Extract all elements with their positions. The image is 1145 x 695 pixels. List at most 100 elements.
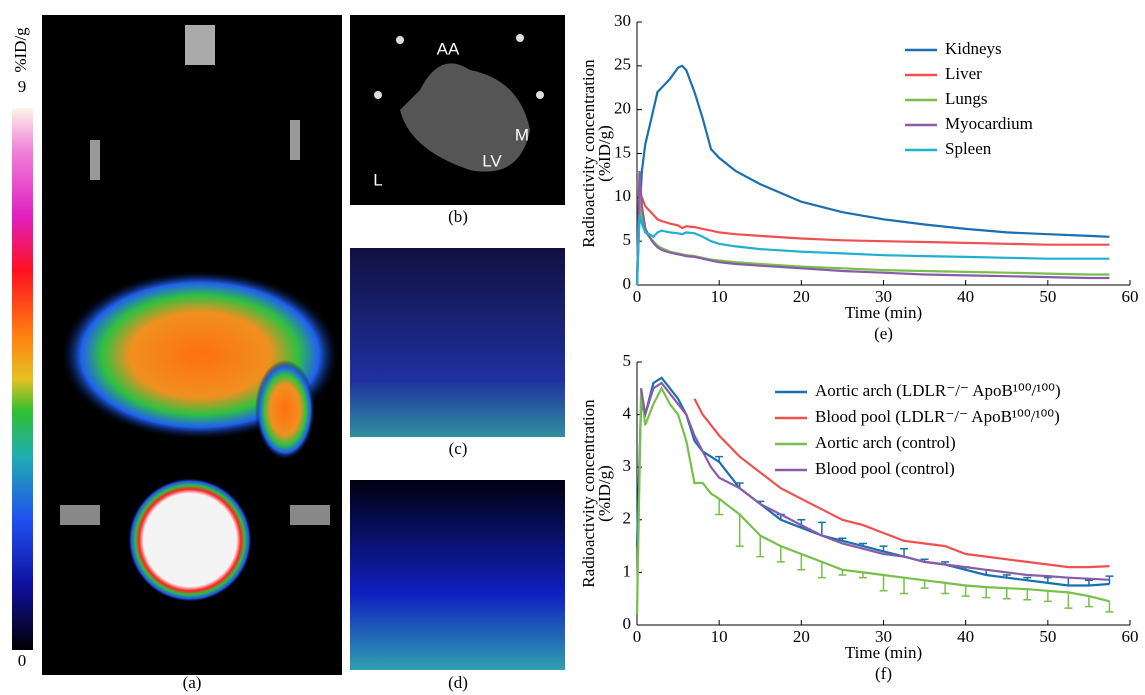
y-axis-label: (%ID/g)	[595, 125, 614, 182]
x-axis-label: Time (min)	[845, 303, 922, 322]
panel-label: (a)	[183, 673, 202, 692]
error-bar	[879, 575, 888, 592]
error-bar	[941, 582, 950, 595]
error-bar	[1002, 574, 1011, 578]
y-tick-label: 2	[623, 509, 632, 528]
line	[693, 398, 1110, 569]
error-bar	[776, 546, 785, 563]
panel-label: (c)	[449, 439, 468, 458]
error-bar	[900, 577, 909, 595]
panel-label: (e)	[874, 324, 893, 343]
annotation: L	[373, 170, 382, 189]
error-bar	[1064, 592, 1073, 609]
y-tick-label: 30	[614, 11, 631, 30]
x-tick-label: 50	[1039, 627, 1056, 646]
x-tick-label: 60	[1122, 287, 1139, 306]
panel-label: (f)	[875, 664, 892, 683]
legend-label: Spleen	[945, 139, 992, 158]
line	[635, 376, 1110, 587]
y-tick-label: 5	[623, 351, 632, 370]
legend-label: Lungs	[945, 89, 988, 108]
y-tick-label: 25	[614, 55, 631, 74]
y-tick-label: 4	[623, 404, 632, 423]
y-axis-label: (%ID/g)	[595, 465, 614, 522]
error-bar	[797, 519, 806, 528]
y-tick-label: 1	[623, 561, 632, 580]
y-axis-label: Radioactivity concentration	[579, 399, 598, 588]
line	[635, 214, 1110, 286]
x-axis-label: Time (min)	[845, 643, 922, 662]
panel-b	[350, 15, 565, 205]
error-bar	[715, 498, 724, 516]
legend-label: Myocardium	[945, 114, 1033, 133]
legend-label: Blood pool (control)	[815, 459, 955, 478]
line	[635, 193, 1110, 286]
error-bar	[920, 580, 929, 589]
colorbar	[12, 108, 33, 650]
y-tick-label: 5	[623, 230, 632, 249]
x-tick-label: 60	[1122, 627, 1139, 646]
error-bar	[982, 587, 991, 599]
x-tick-label: 50	[1039, 287, 1056, 306]
error-bar	[838, 569, 847, 576]
y-tick-label: 3	[623, 456, 632, 475]
annotation: LV	[482, 151, 502, 170]
y-tick-label: 0	[623, 274, 632, 293]
error-bar	[1105, 601, 1114, 613]
panel-d	[350, 480, 565, 670]
panel-label: (d)	[448, 673, 468, 692]
x-tick-label: 40	[957, 627, 974, 646]
panel-label: (b)	[448, 207, 468, 226]
error-bar	[879, 545, 888, 552]
error-bar	[838, 537, 847, 541]
error-bar	[1084, 596, 1093, 608]
y-tick-label: 20	[614, 99, 631, 118]
x-tick-label: 40	[957, 287, 974, 306]
error-bar	[1023, 589, 1032, 601]
error-bar	[1002, 588, 1011, 600]
legend-label: Blood pool (LDLR⁻/⁻ ApoB¹⁰⁰/¹⁰⁰)	[815, 407, 1060, 426]
annotation: AA	[437, 39, 460, 58]
error-bar	[1043, 576, 1052, 583]
line	[640, 381, 1110, 581]
error-bar	[797, 553, 806, 571]
y-tick-label: 0	[623, 614, 632, 633]
error-bar	[961, 585, 970, 597]
x-tick-label: 10	[711, 287, 728, 306]
error-bar	[735, 514, 744, 547]
error-bar	[715, 455, 724, 462]
legend-label: Aortic arch (LDLR⁻/⁻ ApoB¹⁰⁰/¹⁰⁰)	[815, 381, 1061, 400]
legend-label: Liver	[945, 64, 982, 83]
y-tick-label: 10	[614, 186, 631, 205]
error-bar	[858, 572, 867, 579]
line	[635, 170, 1110, 286]
panel-c	[350, 248, 565, 437]
error-bar	[900, 547, 909, 557]
x-tick-label: 20	[793, 287, 810, 306]
legend-label: Kidneys	[945, 39, 1002, 58]
error-bar	[756, 535, 765, 558]
x-tick-label: 20	[793, 627, 810, 646]
annotation: M	[515, 125, 529, 144]
error-bar	[1084, 579, 1093, 586]
error-bar	[1023, 576, 1032, 581]
error-bar	[817, 561, 826, 579]
y-axis-label: Radioactivity concentration	[579, 59, 598, 248]
y-tick-label: 15	[614, 142, 631, 161]
x-tick-label: 10	[711, 627, 728, 646]
line	[635, 64, 1110, 286]
colorbar-min: 0	[18, 651, 27, 670]
legend-label: Aortic arch (control)	[815, 433, 956, 452]
panel-a	[42, 15, 342, 675]
error-bar	[817, 521, 826, 536]
colorbar-unit: %ID/g	[11, 27, 30, 73]
colorbar-max: 9	[18, 77, 27, 96]
error-bar	[1043, 590, 1052, 603]
line	[635, 179, 1110, 286]
x-tick-label: 0	[633, 627, 642, 646]
x-tick-label: 30	[875, 287, 892, 306]
x-tick-label: 30	[875, 627, 892, 646]
error-bar	[858, 542, 867, 547]
x-tick-label: 0	[633, 287, 642, 306]
